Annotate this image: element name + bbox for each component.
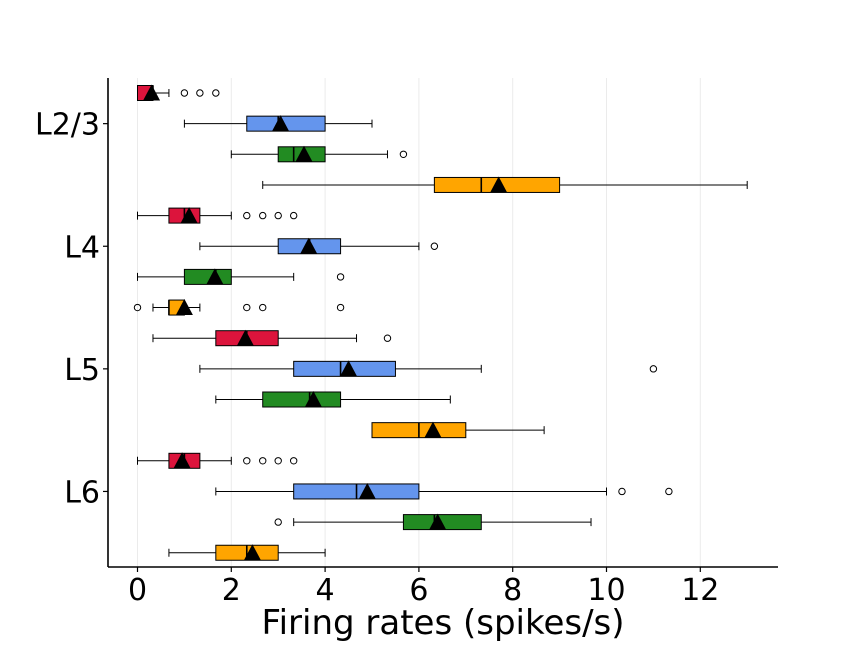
y-tick-label: L2/3: [35, 108, 100, 143]
mean-marker: [340, 360, 358, 377]
mean-marker: [295, 145, 313, 162]
outlier-point: [133, 303, 142, 312]
mean-marker: [206, 268, 224, 285]
outlier-point: [289, 457, 298, 465]
outlier-point: [336, 303, 345, 312]
outlier-point: [336, 273, 345, 281]
mean-marker: [300, 237, 318, 254]
mean-marker: [243, 544, 261, 561]
outlier-point: [274, 211, 282, 220]
mean-marker: [175, 299, 193, 316]
mean-marker: [424, 421, 442, 438]
x-tick-label: 12: [681, 573, 719, 608]
box-iqr: [262, 391, 342, 408]
outlier-point: [289, 211, 298, 220]
outlier-point: [618, 487, 626, 496]
outlier-point: [180, 89, 189, 97]
x-tick-label: 0: [128, 573, 147, 608]
mean-marker: [429, 513, 447, 530]
outlier-point: [243, 457, 251, 465]
y-tick-label: L5: [64, 353, 100, 388]
outlier-point: [243, 303, 251, 312]
outlier-point: [274, 518, 282, 526]
outlier-point: [259, 457, 267, 465]
outlier-point: [259, 211, 267, 220]
y-tick-label: L6: [64, 475, 100, 510]
outlier-point: [383, 334, 392, 342]
outlier-point: [399, 150, 408, 159]
x-tick-label: 4: [316, 573, 335, 608]
outlier-point: [274, 457, 282, 465]
outlier-point: [243, 211, 251, 220]
mean-marker: [180, 207, 198, 224]
mean-marker: [173, 452, 191, 469]
mean-marker: [490, 176, 508, 193]
mean-marker: [272, 115, 290, 132]
mean-marker: [304, 391, 322, 407]
outlier-point: [212, 89, 220, 97]
outlier-point: [430, 242, 439, 250]
outlier-point: [259, 303, 267, 312]
outlier-point: [196, 89, 204, 97]
mean-marker: [143, 84, 161, 101]
outlier-point: [665, 487, 673, 496]
outlier-point: [649, 365, 658, 373]
x-tick-label: 10: [587, 573, 625, 608]
y-tick-label: L4: [64, 230, 100, 265]
mean-marker: [358, 482, 376, 499]
x-tick-label: 6: [409, 573, 428, 608]
x-axis-title: Firing rates (spikes/s): [261, 603, 624, 643]
x-tick-label: 2: [222, 573, 241, 608]
x-tick-label: 8: [503, 573, 522, 608]
mean-marker: [236, 329, 254, 346]
